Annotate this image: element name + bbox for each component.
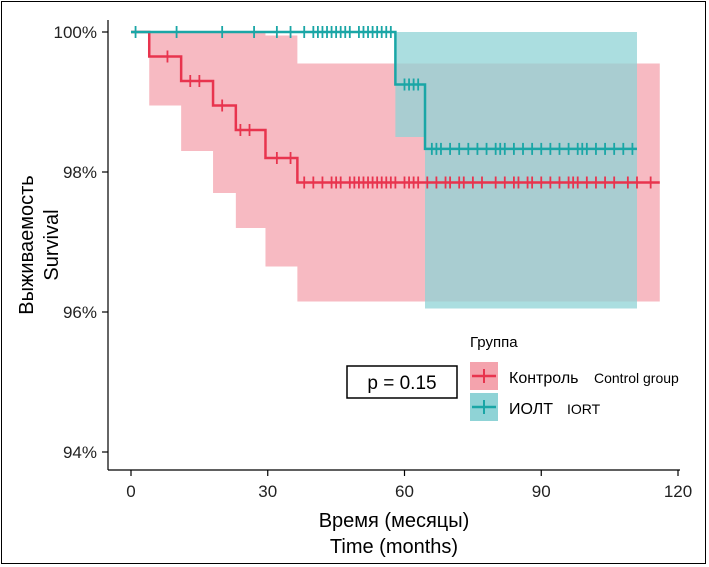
y-tick-label: 100% <box>54 23 97 42</box>
x-tick-label: 90 <box>532 482 551 501</box>
legend-label-iort: ИОЛТ <box>509 401 553 418</box>
legend-item-control: Контроль Control group <box>470 362 679 390</box>
ci-band-iort <box>131 32 637 309</box>
x-axis-title-en: Time (months) <box>330 536 458 558</box>
survival-line-iort <box>131 30 637 151</box>
legend-label-iort-en: IORT <box>567 401 601 417</box>
legend-label-control-en: Control group <box>594 370 679 386</box>
legend-label-control: Контроль <box>509 370 579 387</box>
axes <box>107 20 680 471</box>
x-tick-label: 30 <box>258 482 277 501</box>
y-tick-label: 94% <box>63 443 97 462</box>
y-tick-label: 98% <box>63 163 97 182</box>
x-tick-label: 120 <box>664 482 692 501</box>
x-tick-label: 0 <box>126 482 135 501</box>
y-axis-title-en: Survival <box>41 209 63 280</box>
legend: Группа Контроль Control group ИОЛТ IORT <box>470 334 679 421</box>
legend-title: Группа <box>470 334 518 351</box>
p-value-text: p = 0.15 <box>367 373 436 394</box>
p-value-box <box>346 365 458 399</box>
survival-lines <box>131 26 660 189</box>
ticks: 0 30 60 90 120 94% 96% 98% 100% <box>54 23 693 501</box>
survival-line-control <box>131 30 660 184</box>
x-tick-label: 60 <box>395 482 414 501</box>
p-value-annotation: p = 0.15 <box>346 365 458 399</box>
y-tick-label: 96% <box>63 303 97 322</box>
y-axis-title: Выживаемость <box>16 175 38 314</box>
confidence-bands <box>131 32 660 309</box>
x-axis-title: Время (месяцы) <box>319 510 470 532</box>
legend-item-iort: ИОЛТ IORT <box>470 393 601 421</box>
